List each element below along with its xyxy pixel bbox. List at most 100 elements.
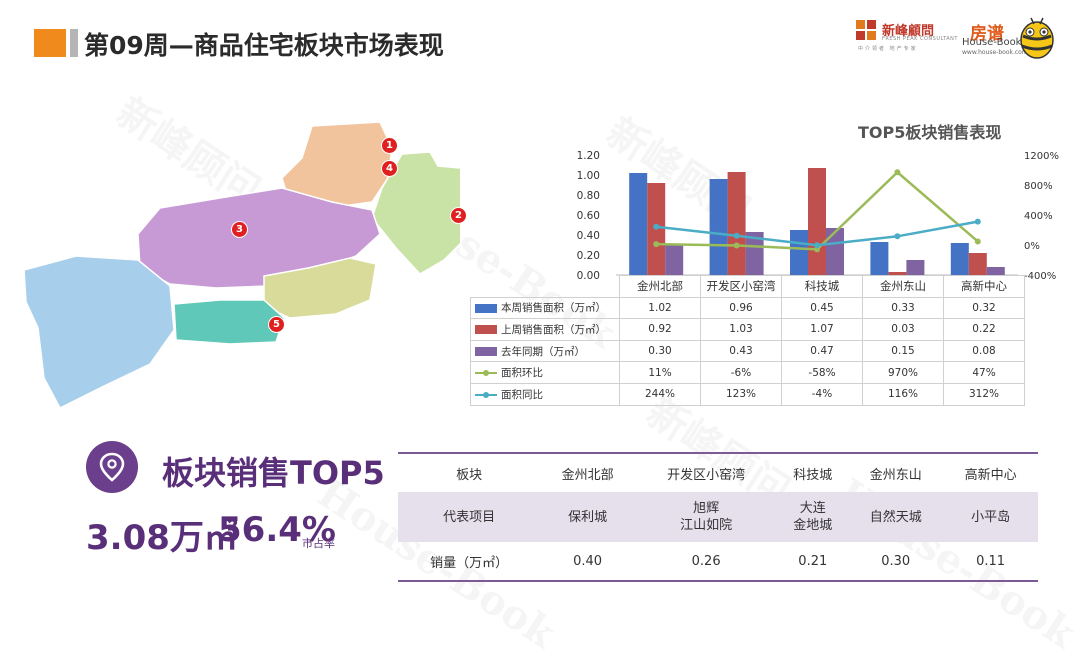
y-left-tick-label: 0.60 xyxy=(577,210,600,222)
table-cell: 自然天城 xyxy=(848,492,944,542)
series-row: 上周销售面积（万㎡） 0.92 1.03 1.07 0.03 0.22 xyxy=(470,318,1025,341)
map-marker-4: 4 xyxy=(381,160,398,177)
x-category-label: 金州东山 xyxy=(862,275,944,298)
data-label: -4% xyxy=(781,382,863,406)
data-label: 0.43 xyxy=(700,339,782,363)
legend-label: 面积环比 xyxy=(501,367,543,380)
map-marker-1: 1 xyxy=(381,137,398,154)
bar xyxy=(986,267,1005,275)
page-title: 第09周—商品住宅板块市场表现 xyxy=(84,31,444,60)
y-left-tick-label: 0.00 xyxy=(577,270,600,282)
bar xyxy=(870,242,889,275)
y-right-tick-label: 0% xyxy=(1024,241,1040,252)
table-cell: 金州北部 xyxy=(540,452,636,492)
bar xyxy=(968,253,987,275)
table-cell: 高新中心 xyxy=(943,452,1038,492)
bar xyxy=(727,172,746,275)
y-left-tick-label: 1.00 xyxy=(577,170,600,182)
line-point xyxy=(894,233,901,240)
series-row: 面积同比 244% 123% -4% 116% 312% xyxy=(470,382,1025,406)
data-label: 1.03 xyxy=(700,318,782,341)
bar xyxy=(906,260,925,275)
y-right-tick-label: 400% xyxy=(1024,211,1053,222)
table-cell: 小平岛 xyxy=(943,492,1038,542)
series-row: 面积环比 11% -6% -58% 970% 47% xyxy=(470,361,1025,384)
line-point xyxy=(814,242,820,249)
table-cell: 0.30 xyxy=(848,542,944,582)
district-map xyxy=(23,121,460,409)
data-label: 11% xyxy=(619,361,701,384)
line-point xyxy=(653,223,660,230)
table-corner xyxy=(471,276,620,298)
house-book-logo-name: 房谱 xyxy=(970,24,1004,44)
legend-entry: 面积环比 xyxy=(470,361,620,384)
map-marker-3: 3 xyxy=(231,221,248,238)
data-label: -58% xyxy=(781,361,863,384)
y-left-tick-label: 0.20 xyxy=(577,250,600,262)
legend-marker xyxy=(483,391,489,398)
data-label: 1.02 xyxy=(619,296,701,320)
legend-key xyxy=(475,325,497,335)
title-accent-block xyxy=(34,29,66,57)
bar xyxy=(745,232,764,275)
legend-label: 上周销售面积（万㎡） xyxy=(501,323,606,336)
table-cell: 0.40 xyxy=(540,542,636,582)
kpi-market-share: 56.4% xyxy=(218,510,336,550)
data-label: 970% xyxy=(862,361,944,384)
fresh-peak-logo-english: FRESH PEAK CONSULTANT xyxy=(882,36,958,42)
line-point xyxy=(733,232,740,239)
map-region-west xyxy=(23,255,175,409)
bar xyxy=(790,230,808,275)
house-book-logo-url: www.house-book.com.cn xyxy=(962,49,1037,56)
series-row: 本周销售面积（万㎡） 1.02 0.96 0.45 0.33 0.32 xyxy=(470,296,1025,320)
legend-entry: 上周销售面积（万㎡） xyxy=(470,318,620,341)
table-cell: 科技城 xyxy=(777,452,849,492)
data-label: 0.08 xyxy=(943,339,1025,363)
chart-title: TOP5板块销售表现 xyxy=(858,123,1002,142)
house-book-logo-english: House-Book xyxy=(962,37,1022,48)
table-cell: 代表项目 xyxy=(398,492,541,542)
kpi-volume: 3.08万㎡ xyxy=(86,518,238,558)
bar xyxy=(709,179,728,275)
data-label: 1.07 xyxy=(781,318,863,341)
data-label: 0.47 xyxy=(781,339,863,363)
table-cell: 0.26 xyxy=(635,542,778,582)
fresh-peak-logo-name: 新峰顧問 xyxy=(882,24,935,39)
chart-data-table: 金州北部 开发区小窑湾 科技城 金州东山 高新中心 本周销售面积（万㎡） 1.02 0.96 0… xyxy=(470,275,1025,406)
legend-key xyxy=(475,347,497,357)
data-label: 0.32 xyxy=(943,296,1025,320)
bar xyxy=(808,168,826,275)
y-right-tick-label: 1200% xyxy=(1024,151,1059,162)
table-row: 销量（万㎡） 0.40 0.26 0.21 0.30 0.11 xyxy=(398,542,1038,582)
data-label: 0.45 xyxy=(781,296,863,320)
bar xyxy=(888,272,907,275)
kpi-title: 板块销售TOP5 xyxy=(162,454,385,492)
bar xyxy=(826,228,844,275)
top5-projects-table: 板块 金州北部 开发区小窑湾 科技城 金州东山 高新中心 代表项目 保利城 旭辉… xyxy=(398,452,1038,582)
y-left-tick-label: 0.80 xyxy=(577,190,600,202)
location-pin-icon xyxy=(99,452,125,482)
top5-sales-chart: 0.00 0.20 0.40 0.60 0.80 1.00 1.20 -400% 0% 400% 8… xyxy=(577,150,1059,282)
table-cell: 销量（万㎡） xyxy=(398,542,541,582)
legend-key xyxy=(475,303,497,313)
table-cell: 0.11 xyxy=(943,542,1038,582)
bee-mascot-icon xyxy=(1020,17,1054,59)
table-cell: 板块 xyxy=(398,452,541,492)
series-row: 去年同期（万㎡） 0.30 0.43 0.47 0.15 0.08 xyxy=(470,339,1025,363)
bar xyxy=(629,173,648,275)
map-marker-2: 2 xyxy=(450,207,467,224)
data-label: 0.03 xyxy=(862,318,944,341)
data-label: 0.92 xyxy=(619,318,701,341)
table-cell: 金州东山 xyxy=(848,452,944,492)
table-header-row: 板块 金州北部 开发区小窑湾 科技城 金州东山 高新中心 xyxy=(398,452,1038,492)
fresh-peak-logo-icon xyxy=(856,20,876,40)
x-category-label: 科技城 xyxy=(781,275,863,298)
y-right-tick-label: -400% xyxy=(1024,271,1056,282)
data-label: 0.22 xyxy=(943,318,1025,341)
legend-label: 面积同比 xyxy=(501,388,543,401)
data-label: 47% xyxy=(943,361,1025,384)
table-cell: 旭辉 江山如院 xyxy=(635,492,778,542)
x-category-label: 金州北部 xyxy=(619,275,701,298)
y-left-tick-label: 1.20 xyxy=(577,150,600,162)
legend-key xyxy=(475,370,497,377)
